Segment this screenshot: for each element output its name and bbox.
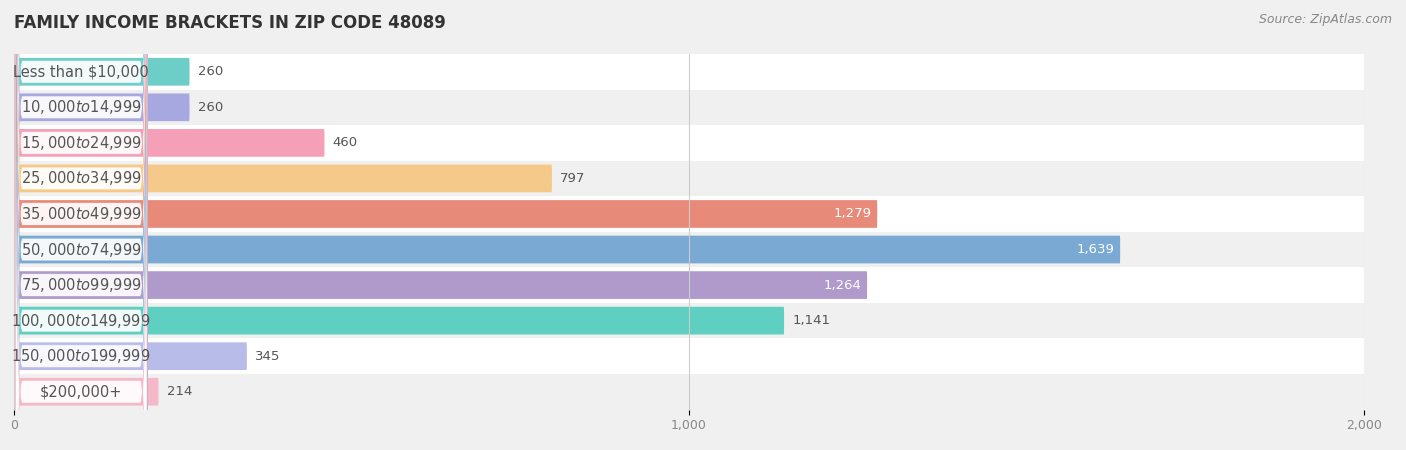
FancyBboxPatch shape xyxy=(15,12,148,450)
FancyBboxPatch shape xyxy=(15,0,148,450)
Text: 1,141: 1,141 xyxy=(792,314,830,327)
Text: $15,000 to $24,999: $15,000 to $24,999 xyxy=(21,134,142,152)
FancyBboxPatch shape xyxy=(14,342,247,370)
FancyBboxPatch shape xyxy=(14,232,1364,267)
Text: FAMILY INCOME BRACKETS IN ZIP CODE 48089: FAMILY INCOME BRACKETS IN ZIP CODE 48089 xyxy=(14,14,446,32)
FancyBboxPatch shape xyxy=(14,54,1364,90)
FancyBboxPatch shape xyxy=(14,271,868,299)
Text: 1,639: 1,639 xyxy=(1077,243,1115,256)
FancyBboxPatch shape xyxy=(15,0,148,450)
Text: Source: ZipAtlas.com: Source: ZipAtlas.com xyxy=(1258,14,1392,27)
FancyBboxPatch shape xyxy=(14,303,1364,338)
FancyBboxPatch shape xyxy=(14,58,190,86)
Text: $35,000 to $49,999: $35,000 to $49,999 xyxy=(21,205,142,223)
FancyBboxPatch shape xyxy=(14,267,1364,303)
Text: $150,000 to $199,999: $150,000 to $199,999 xyxy=(11,347,150,365)
FancyBboxPatch shape xyxy=(14,200,877,228)
Text: $10,000 to $14,999: $10,000 to $14,999 xyxy=(21,99,142,116)
FancyBboxPatch shape xyxy=(15,0,148,450)
FancyBboxPatch shape xyxy=(14,90,1364,125)
Text: $100,000 to $149,999: $100,000 to $149,999 xyxy=(11,311,150,329)
Text: 797: 797 xyxy=(560,172,585,185)
FancyBboxPatch shape xyxy=(14,236,1121,263)
Text: 460: 460 xyxy=(333,136,357,149)
FancyBboxPatch shape xyxy=(14,94,190,121)
FancyBboxPatch shape xyxy=(14,196,1364,232)
FancyBboxPatch shape xyxy=(14,338,1364,374)
FancyBboxPatch shape xyxy=(15,0,148,416)
Text: Less than $10,000: Less than $10,000 xyxy=(13,64,149,79)
Text: $75,000 to $99,999: $75,000 to $99,999 xyxy=(21,276,142,294)
FancyBboxPatch shape xyxy=(14,378,159,405)
FancyBboxPatch shape xyxy=(15,0,148,450)
FancyBboxPatch shape xyxy=(14,129,325,157)
FancyBboxPatch shape xyxy=(14,161,1364,196)
FancyBboxPatch shape xyxy=(14,374,1364,410)
Text: 1,264: 1,264 xyxy=(824,279,862,292)
Text: $25,000 to $34,999: $25,000 to $34,999 xyxy=(21,169,142,187)
FancyBboxPatch shape xyxy=(15,0,148,450)
FancyBboxPatch shape xyxy=(14,307,785,334)
FancyBboxPatch shape xyxy=(15,0,148,450)
Text: 260: 260 xyxy=(198,65,224,78)
Text: 1,279: 1,279 xyxy=(834,207,872,220)
FancyBboxPatch shape xyxy=(14,125,1364,161)
Text: 345: 345 xyxy=(254,350,280,363)
Text: $200,000+: $200,000+ xyxy=(39,384,122,399)
Text: $50,000 to $74,999: $50,000 to $74,999 xyxy=(21,240,142,258)
FancyBboxPatch shape xyxy=(15,0,148,450)
FancyBboxPatch shape xyxy=(15,48,148,450)
FancyBboxPatch shape xyxy=(14,165,553,192)
Text: 214: 214 xyxy=(166,385,193,398)
Text: 260: 260 xyxy=(198,101,224,114)
